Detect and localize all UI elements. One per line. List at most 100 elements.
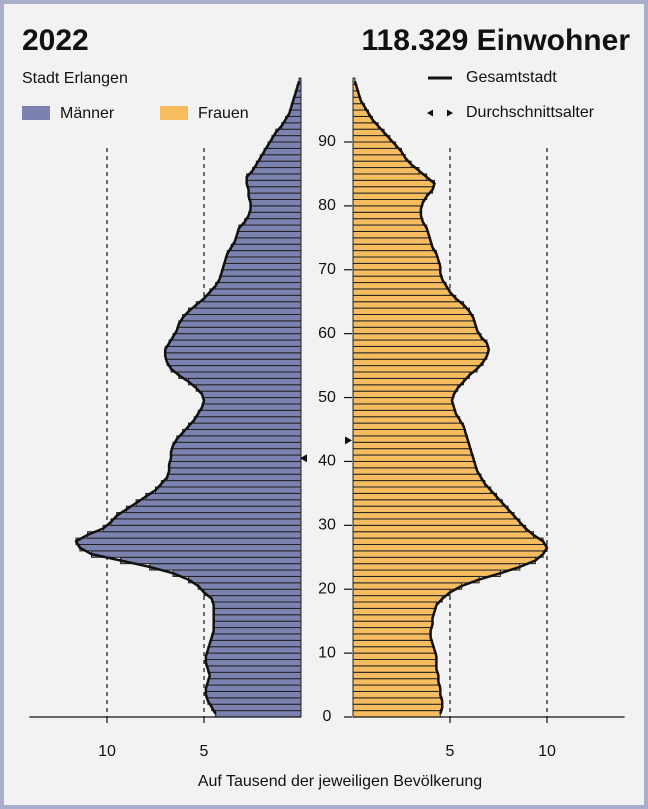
bar [352,543,548,552]
bar [87,531,302,539]
bar [145,492,302,501]
bar [352,224,428,232]
bar [352,371,470,379]
bar [352,397,453,405]
bar [222,262,302,271]
bar [352,160,412,169]
bar [352,422,465,430]
bar [246,173,302,181]
bar [79,543,302,552]
bar [352,416,461,424]
bar [352,250,437,258]
x-tick-label: 5 [446,743,455,760]
bar [352,409,457,418]
bar [352,512,515,520]
y-tick-label: 70 [318,261,336,278]
outline [353,80,549,715]
bar [352,167,420,175]
bar [352,198,424,207]
bar [352,269,441,277]
outline [74,80,301,715]
y-tick-label: 10 [318,644,336,661]
bar [135,499,302,507]
mean-age-marker [300,454,307,463]
bar [197,582,302,590]
bar [248,192,302,200]
bar [187,307,302,315]
bar [352,307,470,315]
bar [352,301,465,309]
bar [352,384,459,392]
y-tick-label: 60 [318,325,336,342]
bar [209,671,302,680]
legend-label: Frauen [198,105,249,122]
bar [110,518,302,526]
bar [213,620,302,629]
bar [205,690,302,699]
bar [176,435,302,443]
bar [352,211,422,220]
bar [178,371,302,379]
bar [255,160,302,169]
mean-age-marker [345,436,352,445]
bar [352,652,437,660]
bar [352,703,443,712]
bar [352,671,439,680]
bar [172,333,302,341]
bar [230,243,302,252]
bar [205,684,302,692]
legend-mean: Durchschnittsalter [466,104,595,121]
bar [234,237,302,245]
y-tick-label: 20 [318,580,336,597]
bar [352,582,463,590]
bar [195,301,302,309]
bar [352,633,432,641]
bar [160,480,302,488]
y-tick-label: 0 [323,708,332,725]
bar [352,518,521,526]
bar [267,141,302,149]
bar [352,365,478,373]
bar [205,658,302,667]
bar [120,556,302,565]
bar [248,186,302,194]
x-axis-label: Auf Tausend der jeweiligen Bevölkerung [198,773,482,790]
bar [168,467,302,475]
bar [352,460,476,469]
bar [271,135,302,143]
bar [166,358,302,367]
bar [205,652,302,660]
bar [207,646,302,654]
bar [155,486,302,494]
bar [352,186,434,194]
y-tick-label: 40 [318,453,336,470]
bar [164,352,302,360]
bar [203,588,302,597]
x-tick-label: 10 [538,743,556,760]
bar [352,492,498,501]
bar [352,358,484,367]
bar [236,230,302,239]
bar [187,575,302,584]
bar [352,684,441,692]
bar [166,473,302,482]
bar [352,313,474,322]
bar [352,390,455,399]
bar [252,167,302,175]
x-tick-label: 5 [200,743,209,760]
bar [224,256,302,264]
bar [193,416,302,424]
bar [215,710,302,718]
bar [259,154,302,162]
bar [352,237,432,245]
bar [352,550,544,558]
bar [170,365,302,373]
y-tick-label: 80 [318,197,336,214]
bar [211,703,302,712]
bar [178,320,302,328]
bar [116,512,302,520]
bar [352,192,428,200]
bar [352,320,476,328]
bar [352,678,439,686]
bar [172,441,302,450]
